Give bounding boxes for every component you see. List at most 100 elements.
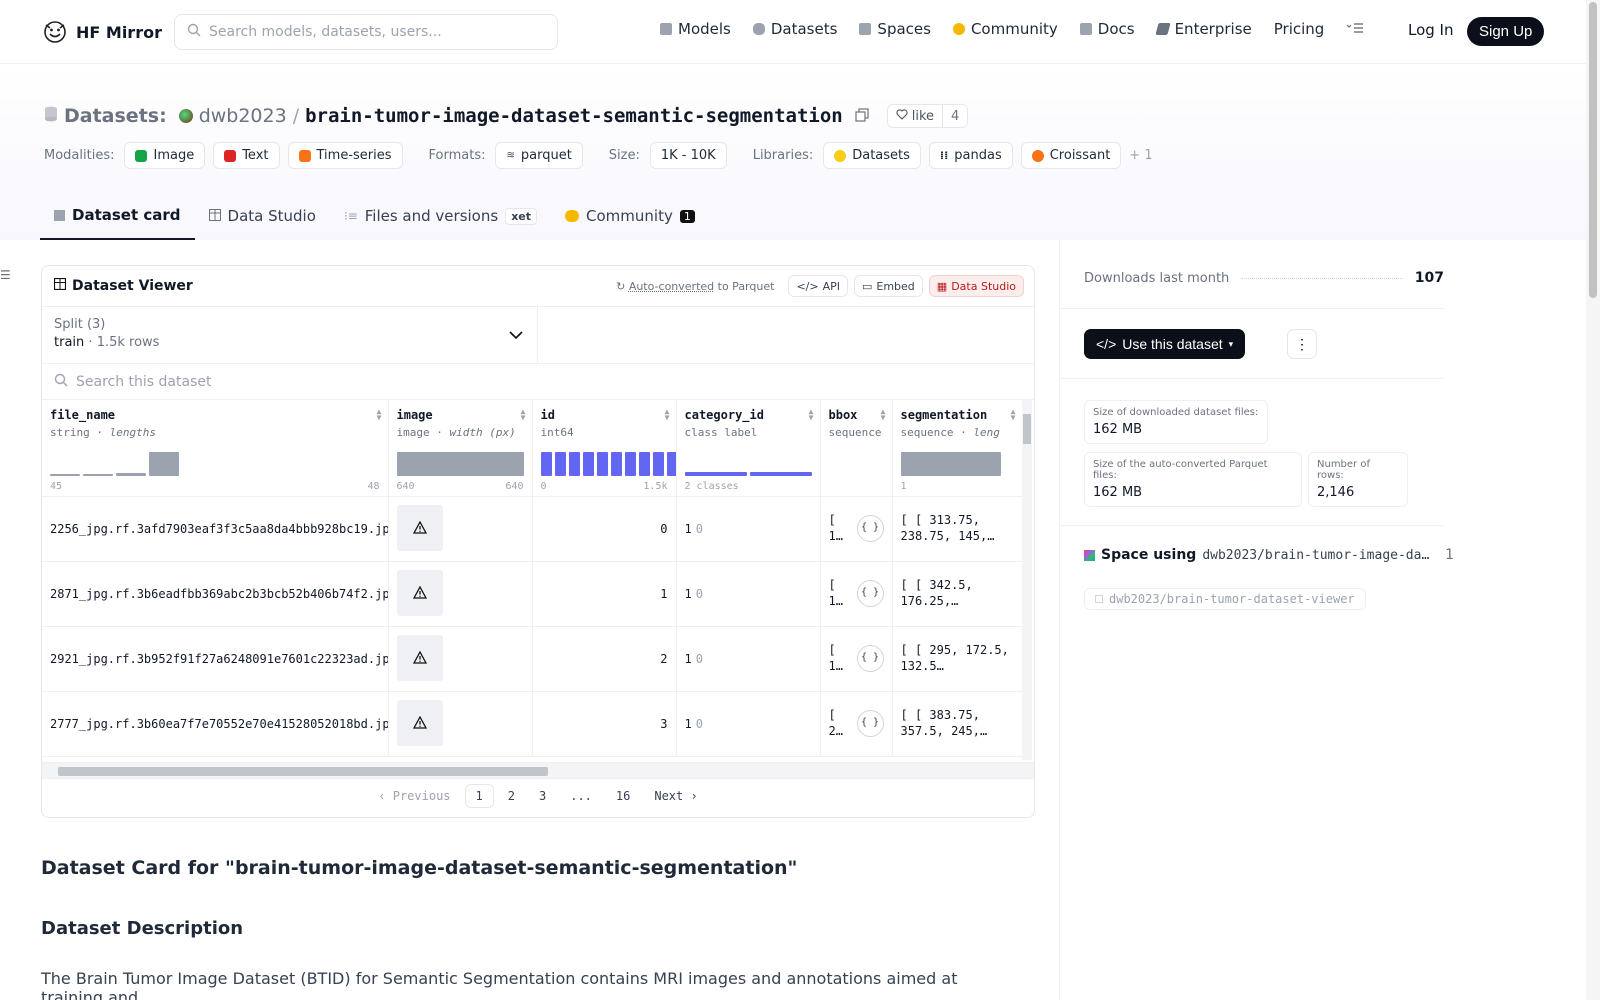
- vertical-scrollbar[interactable]: [1022, 400, 1032, 760]
- sort-icon[interactable]: ▲ ▼: [376, 407, 382, 422]
- tag-time-series[interactable]: Time-series: [287, 142, 403, 169]
- histogram-bar[interactable]: [638, 451, 650, 476]
- sort-icon[interactable]: ▲ ▼: [880, 407, 886, 422]
- cell-file-name[interactable]: 2921_jpg.rf.3b952f91f27a6248091e7601c223…: [42, 626, 389, 692]
- json-expand-icon[interactable]: { }: [856, 514, 884, 542]
- tab-data-studio[interactable]: Data Studio: [195, 192, 330, 240]
- api-button[interactable]: </> API: [788, 275, 848, 297]
- json-expand-icon[interactable]: { }: [856, 709, 884, 737]
- page-2[interactable]: 2: [507, 789, 515, 803]
- cell-file-name[interactable]: 2256_jpg.rf.3afd7903eaf3f3c5aa8da4bbb928…: [42, 496, 389, 562]
- nav-enterprise[interactable]: Enterprise: [1154, 20, 1252, 38]
- nav-docs[interactable]: Docs: [1079, 20, 1135, 38]
- nav-models[interactable]: Models: [660, 20, 731, 38]
- histogram-bar[interactable]: [149, 451, 179, 476]
- nav-more-menu[interactable]: [1346, 20, 1364, 38]
- page-1[interactable]: 1: [464, 784, 494, 808]
- json-expand-icon[interactable]: { }: [856, 644, 884, 672]
- sort-icon[interactable]: ▲ ▼: [808, 407, 814, 422]
- histogram-bar[interactable]: [568, 451, 580, 476]
- repo-name[interactable]: brain-tumor-image-dataset-semantic-segme…: [305, 105, 843, 127]
- histogram-bar[interactable]: [540, 451, 552, 476]
- histogram-bar[interactable]: [652, 451, 664, 476]
- histogram-bar[interactable]: [624, 451, 636, 476]
- tag-parquet[interactable]: ≋ parquet: [495, 142, 583, 169]
- column-header-image[interactable]: image image · width (px) ▲ ▼ 640 640: [388, 400, 533, 497]
- histogram-bar[interactable]: [396, 451, 524, 476]
- split-select[interactable]: Split (3) train · 1.5k rows: [42, 307, 538, 363]
- page-scrollbar[interactable]: [1586, 0, 1600, 1000]
- cell-id[interactable]: 3: [532, 691, 677, 757]
- cell-image[interactable]: [388, 561, 533, 627]
- column-header-file-name[interactable]: file_name string · lengths ▲ ▼ 45 48: [42, 400, 389, 497]
- cell-segmentation[interactable]: [ [ 295, 172.5, 132.5…: [892, 626, 1023, 692]
- cell-file-name[interactable]: 2777_jpg.rf.3b60ea7f7e70552e70e415280520…: [42, 691, 389, 757]
- histogram-bar[interactable]: [900, 451, 1001, 476]
- prev-page-button[interactable]: ‹ Previous: [378, 789, 451, 803]
- histogram-bar[interactable]: [666, 451, 675, 476]
- cell-id[interactable]: 2: [532, 626, 677, 692]
- column-header-segmentation[interactable]: segmentation sequence · leng ▲ ▼ 1: [892, 400, 1023, 497]
- json-expand-icon[interactable]: { }: [856, 579, 884, 607]
- histogram-bar[interactable]: [116, 473, 146, 476]
- tab-community[interactable]: Community 1: [551, 192, 709, 240]
- cell-image[interactable]: [388, 691, 533, 757]
- sort-icon[interactable]: ▲ ▼: [520, 407, 526, 422]
- histogram-bar[interactable]: [749, 471, 812, 476]
- cell-file-name[interactable]: 2871_jpg.rf.3b6eadfbb369abc2b3bcb52b406b…: [42, 561, 389, 627]
- cell-segmentation[interactable]: [ [ 342.5, 176.25,…: [892, 561, 1023, 627]
- cell-id[interactable]: 1: [532, 561, 677, 627]
- cell-bbox[interactable]: [ 1…{ }: [820, 496, 893, 562]
- tag-text[interactable]: Text: [213, 142, 280, 169]
- next-page-button[interactable]: Next ›: [654, 789, 698, 803]
- global-search[interactable]: [174, 14, 558, 50]
- cell-id[interactable]: 0: [532, 496, 677, 562]
- nav-spaces[interactable]: Spaces: [859, 20, 931, 38]
- cell-image[interactable]: [388, 496, 533, 562]
- histogram-bar[interactable]: [50, 473, 80, 476]
- space-item[interactable]: dwb2023/brain-tumor-dataset-viewer: [1084, 588, 1366, 610]
- cell-bbox[interactable]: [ 1…{ }: [820, 561, 893, 627]
- like-button[interactable]: like 4: [886, 104, 969, 128]
- histogram-bar[interactable]: [684, 471, 747, 476]
- dataset-search-input[interactable]: [76, 373, 876, 390]
- toc-toggle-icon[interactable]: ☰: [0, 268, 11, 282]
- nav-community[interactable]: Community: [952, 20, 1058, 38]
- histogram-bar[interactable]: [83, 473, 113, 476]
- use-dataset-button[interactable]: </> Use this dataset ▾: [1084, 329, 1246, 359]
- login-link[interactable]: Log In: [1408, 21, 1454, 39]
- sort-icon[interactable]: ▲ ▼: [664, 407, 670, 422]
- dataset-search[interactable]: [42, 364, 1034, 400]
- histogram-bar[interactable]: [610, 451, 622, 476]
- histogram-bar[interactable]: [596, 451, 608, 476]
- nav-pricing[interactable]: Pricing: [1273, 20, 1325, 38]
- copy-icon[interactable]: [855, 105, 869, 127]
- cell-bbox[interactable]: [ 1…{ }: [820, 626, 893, 692]
- table-row[interactable]: 2777_jpg.rf.3b60ea7f7e70552e70e415280520…: [42, 691, 1023, 757]
- signup-button[interactable]: Sign Up: [1467, 17, 1545, 46]
- tab-dataset-card[interactable]: Dataset card: [40, 192, 195, 240]
- column-header-bbox[interactable]: bbox sequence ▲ ▼: [820, 400, 893, 497]
- tag-size[interactable]: 1K - 10K: [649, 142, 727, 169]
- tags-more[interactable]: + 1: [1129, 148, 1153, 163]
- tag-croissant[interactable]: Croissant: [1020, 142, 1122, 169]
- more-options-button[interactable]: ⋮: [1287, 329, 1317, 359]
- owner-link[interactable]: dwb2023: [198, 105, 287, 127]
- data-studio-button[interactable]: ▦ Data Studio: [928, 275, 1024, 297]
- tab-files[interactable]: ⁝≡ Files and versions xet: [330, 192, 551, 240]
- embed-button[interactable]: ▭ Embed: [853, 275, 923, 297]
- page-3[interactable]: 3: [538, 789, 547, 803]
- global-search-input[interactable]: [209, 24, 529, 40]
- sort-icon[interactable]: ▲ ▼: [1010, 407, 1016, 422]
- horizontal-scrollbar[interactable]: [42, 762, 1034, 778]
- column-header-id[interactable]: id int64 ▲ ▼ 0 1.5k: [532, 400, 677, 497]
- histogram-bar[interactable]: [554, 451, 566, 476]
- column-header-category-id[interactable]: category_id class label ▲ ▼ 2 classes: [676, 400, 821, 497]
- page-16[interactable]: 16: [615, 789, 631, 803]
- cell-bbox[interactable]: [ 2…{ }: [820, 691, 893, 757]
- histogram-bar[interactable]: [582, 451, 594, 476]
- tag-image[interactable]: Image: [124, 142, 206, 169]
